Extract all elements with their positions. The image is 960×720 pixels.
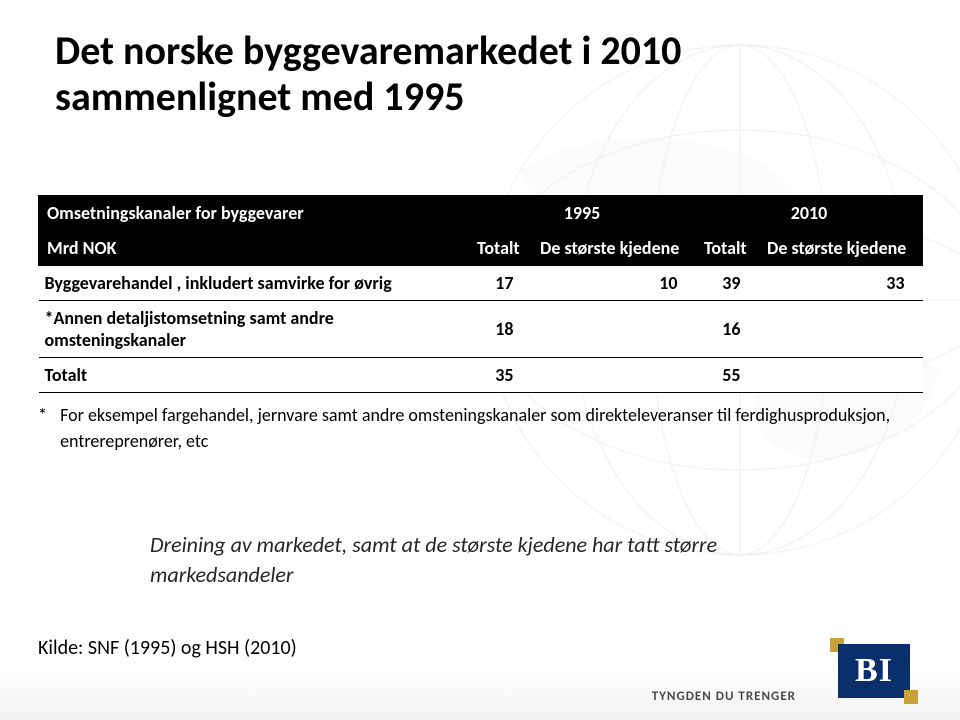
cell (759, 301, 923, 358)
body-note: Dreining av markedet, samt at de største… (150, 530, 850, 589)
bi-logo: BI (820, 644, 930, 706)
cell: 35 (469, 358, 532, 393)
row-label: *Annen detaljistomsetning samt andre oms… (39, 301, 469, 358)
row-label: Byggevarehandel , inkludert samvirke for… (39, 266, 469, 301)
footer-tagline: TYNGDEN DU TRENGER (652, 689, 796, 704)
source-line: Kilde: SNF (1995) og HSH (2010) (38, 636, 297, 660)
header-year-2010: 2010 (696, 196, 923, 231)
footnote-star: * (38, 402, 56, 428)
table-row-total: Totalt 35 55 (39, 358, 923, 393)
cell: 39 (696, 266, 759, 301)
table-row: *Annen detaljistomsetning samt andre oms… (39, 301, 923, 358)
cell: 16 (696, 301, 759, 358)
cell: 55 (696, 358, 759, 393)
data-table-container: Omsetningskanaler for byggevarer 1995 20… (38, 195, 922, 393)
cell: 18 (469, 301, 532, 358)
header-year-1995: 1995 (469, 196, 696, 231)
logo-accent-icon (904, 690, 918, 704)
slide-title: Det norske byggevaremarkedet i 2010 samm… (55, 28, 905, 120)
cell (759, 358, 923, 393)
data-table: Omsetningskanaler for byggevarer 1995 20… (38, 195, 923, 393)
header-total-b: Totalt (696, 231, 759, 266)
table-footnote: * For eksempel fargehandel, jernvare sam… (38, 402, 922, 454)
footer-bar (0, 668, 960, 720)
header-label: Omsetningskanaler for byggevarer (39, 196, 469, 231)
slide: Det norske byggevaremarkedet i 2010 samm… (0, 0, 960, 720)
header-unit: Mrd NOK (39, 231, 469, 266)
footnote-text: For eksempel fargehandel, jernvare samt … (60, 402, 910, 454)
table-header-sub: Mrd NOK Totalt De største kjedene Totalt… (39, 231, 923, 266)
header-chains-a: De største kjedene (532, 231, 696, 266)
table-row: Byggevarehandel , inkludert samvirke for… (39, 266, 923, 301)
cell: 10 (532, 266, 696, 301)
cell (532, 301, 696, 358)
cell: 17 (469, 266, 532, 301)
table-header-years: Omsetningskanaler for byggevarer 1995 20… (39, 196, 923, 231)
logo-text: BI (838, 644, 910, 698)
row-label: Totalt (39, 358, 469, 393)
header-chains-b: De største kjedene (759, 231, 923, 266)
cell (532, 358, 696, 393)
header-total-a: Totalt (469, 231, 532, 266)
cell: 33 (759, 266, 923, 301)
